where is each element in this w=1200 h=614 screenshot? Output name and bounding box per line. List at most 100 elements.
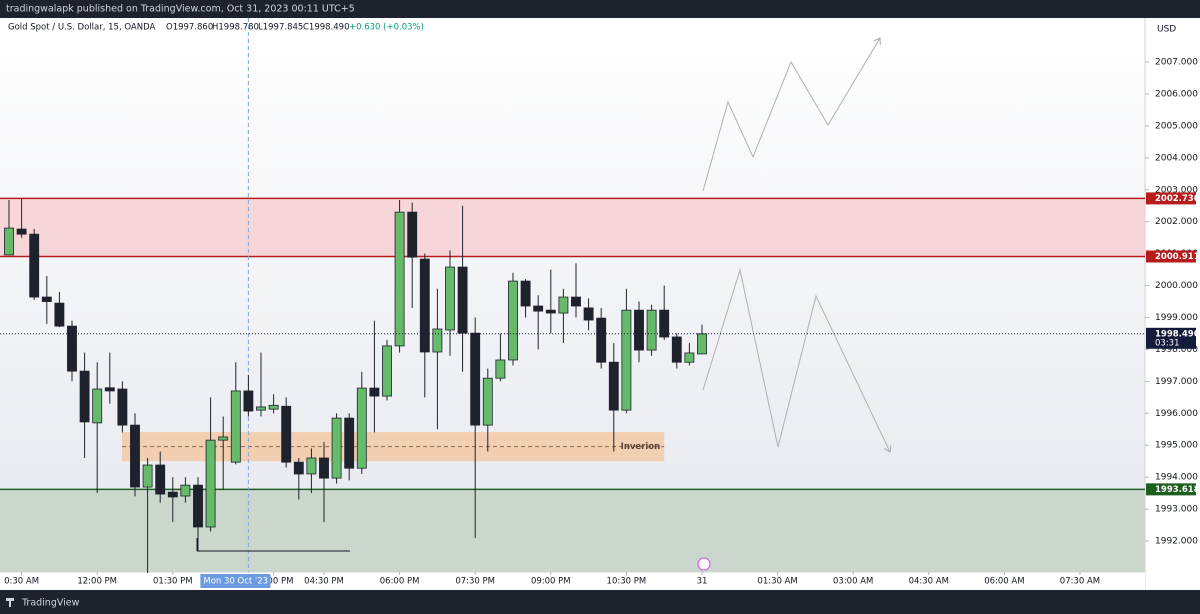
candle-body (117, 388, 128, 426)
candle-body (533, 305, 544, 312)
price-badge (1146, 250, 1196, 263)
y-tick-label: 2004.000 (1155, 153, 1198, 163)
candle-body (634, 309, 644, 351)
candle-body (697, 333, 707, 355)
zone (0, 489, 1145, 572)
candle-body (218, 436, 229, 441)
candle-body (104, 387, 115, 392)
price-badge-label: 1993.618 (1155, 485, 1200, 495)
high: H1998.780 (212, 23, 259, 33)
x-tick-label: 07:30 AM (1060, 577, 1100, 587)
symbol: Gold Spot / U.S. Dollar, 15, OANDA (8, 23, 155, 33)
candle-body (256, 406, 266, 411)
x-tick-label: 06:00 PM (380, 577, 420, 587)
open: O1997.860 (166, 23, 213, 33)
candle-body (508, 280, 518, 361)
price-badge (1146, 192, 1196, 205)
candle-body (268, 404, 279, 410)
projection-up (702, 38, 880, 192)
logo (6, 598, 14, 607)
event-icon (697, 557, 711, 571)
candle-body (394, 211, 405, 347)
candle-body (369, 387, 380, 397)
y-tick-label: 1995.000 (1155, 441, 1198, 451)
candle-body (583, 307, 594, 321)
price-badge (1146, 483, 1196, 496)
candle-body (419, 258, 430, 353)
candle-body (193, 484, 203, 528)
candle-body (470, 332, 481, 426)
candle-body (659, 309, 670, 338)
candle-body (671, 336, 682, 363)
candle-body (205, 439, 216, 528)
candle-body (445, 266, 455, 331)
candle-body (167, 491, 178, 498)
candle-body (92, 388, 103, 424)
x-tick-label: 31 (697, 577, 708, 587)
x-tick-label: 12:00 PM (77, 577, 117, 587)
y-tick-label: 2005.000 (1155, 121, 1198, 131)
y-tick-label: 2000.000 (1155, 281, 1198, 291)
y-tick-label: 2007.000 (1155, 58, 1198, 68)
candle-body (16, 228, 27, 235)
candle-body (230, 390, 241, 463)
y-tick-label: 2002.000 (1155, 217, 1198, 227)
plot-area (0, 18, 1145, 572)
candle-body (558, 296, 569, 314)
candle-body (155, 464, 166, 495)
change: +0.630 (+0.03%) (349, 23, 424, 33)
candle-body (54, 302, 65, 327)
crosshair-badge (200, 574, 271, 588)
candle-body (180, 484, 191, 497)
candle-body (596, 317, 607, 363)
y-tick-label: 2006.000 (1155, 89, 1198, 99)
close: C1998.490 (303, 23, 350, 33)
zone (0, 198, 1145, 257)
candle-body (293, 461, 304, 475)
candle-body (457, 266, 468, 334)
x-tick-label: 09:00 PM (531, 577, 571, 587)
candle-body (646, 309, 657, 351)
x-tick-label: 03:00 PM (254, 577, 294, 587)
publish-info: tradingwalapk published on TradingView.c… (6, 4, 355, 15)
candle-body (41, 296, 52, 302)
drawings (196, 38, 890, 552)
brand: TradingView (21, 598, 80, 609)
x-tick-label: 07:30 PM (455, 577, 495, 587)
candle-body (356, 387, 367, 469)
candle-body (79, 370, 90, 423)
x-tick-label: 0:30 AM (4, 577, 39, 587)
x-tick-label: 04:30 PM (304, 577, 344, 587)
low: L1997.845 (258, 23, 303, 33)
candle-body (482, 377, 493, 426)
candle-body (4, 227, 14, 256)
currency: USD (1157, 25, 1176, 35)
top-bar (0, 0, 1200, 18)
x-tick-label: 10:30 PM (607, 577, 647, 587)
candle-body (571, 296, 581, 307)
candle-body (382, 345, 392, 397)
time-axis (0, 572, 1145, 590)
y-tick-label: 1996.000 (1155, 409, 1198, 419)
candle-body (319, 457, 329, 479)
x-tick-label: 06:00 AM (984, 577, 1024, 587)
x-tick-label: 04:30 AM (909, 577, 949, 587)
candle-body (520, 280, 531, 307)
zone-label: Inverion (621, 442, 661, 452)
candle-body (432, 328, 443, 353)
candle-body (67, 325, 77, 372)
y-tick-label: 1997.000 (1155, 377, 1198, 387)
candle-body (407, 211, 418, 258)
x-tick-label: 01:30 PM (153, 577, 193, 587)
candle-body (142, 464, 153, 488)
candle-body (29, 233, 40, 298)
candle-body (243, 390, 254, 412)
price-badge-label: 2002.730 (1155, 194, 1200, 204)
last-price-label: 1998.490 (1155, 329, 1200, 339)
candle-body (608, 361, 619, 411)
footer (0, 590, 1200, 614)
candle-body (306, 457, 317, 475)
candle-body (130, 424, 140, 488)
y-tick-label: 2003.000 (1155, 185, 1198, 195)
